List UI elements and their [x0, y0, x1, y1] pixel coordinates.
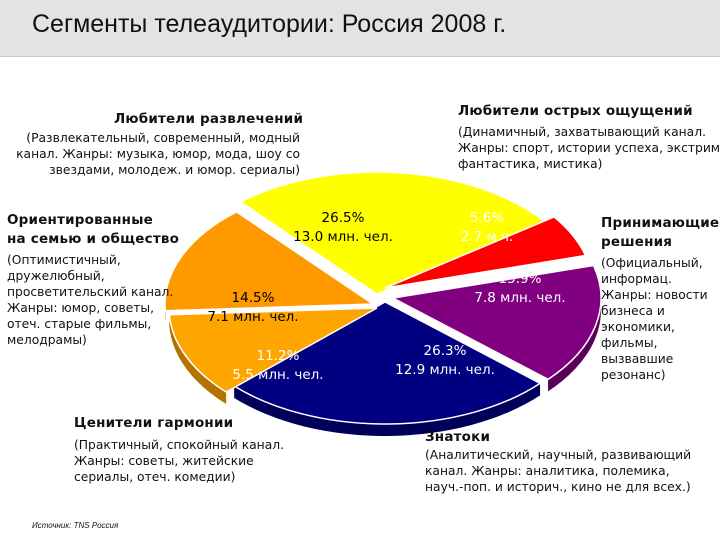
pie-percent-label: 26.5%: [322, 210, 365, 226]
desc-line: (Практичный, спокойный канал.: [74, 438, 285, 452]
desc-line: Жанры: спорт, истории успеха, экстрим,: [458, 141, 720, 155]
desc-line: фантастика, мистика): [458, 157, 603, 171]
segment-decision-name: Принимающие решения: [601, 214, 719, 252]
desc-line: экономики,: [601, 320, 675, 334]
desc-line: (Развлекательный, современный, модный: [26, 131, 300, 145]
pie-audience-label: 12.9 млн. чел.: [395, 362, 495, 378]
segment-decision-desc: (Официальный, информац. Жанры: новости б…: [601, 255, 719, 383]
pie-audience-label: 5.5 млн. чел.: [232, 367, 323, 383]
desc-line: (Оптимистичный,: [7, 253, 121, 267]
desc-line: Жанры: юмор, советы,: [7, 301, 155, 315]
desc-line: (Официальный,: [601, 256, 703, 270]
desc-line: канал. Жанры: аналитика, полемика,: [425, 464, 670, 478]
segment-entertainment-desc: (Развлекательный, современный, модный ка…: [8, 130, 300, 178]
pie-percent-label: 11.2%: [257, 348, 300, 364]
page-title: Сегменты телеаудитории: Россия 2008 г.: [32, 10, 507, 38]
pie-slice-side: [169, 314, 227, 405]
name-line: на семью и общество: [7, 231, 180, 247]
desc-line: (Динамичный, захватывающий канал.: [458, 125, 706, 139]
pie-slice-side: [548, 298, 601, 392]
source-note: Источник: TNS Россия: [32, 521, 119, 530]
pie-slice: [384, 216, 587, 289]
segment-thrill-name: Любители острых ощущений: [458, 103, 693, 119]
desc-line: звездами, молодеж. и юмор. сериалы): [49, 163, 300, 177]
pie-slice: [168, 307, 378, 393]
segment-entertainment-name: Любители развлечений: [114, 111, 304, 127]
desc-line: науч.-поп. и историч., кино не для всех.…: [425, 480, 691, 494]
name-line: решения: [601, 234, 673, 250]
pie-percent-label: 26.3%: [424, 343, 467, 359]
desc-line: вызвавшие: [601, 352, 674, 366]
pie-percent-label: 15.9%: [499, 271, 542, 287]
desc-line: информац.: [601, 272, 672, 286]
desc-line: просветительский канал.: [7, 285, 174, 299]
desc-line: Жанры: новости: [601, 288, 708, 302]
segment-experts-name: Знатоки: [425, 429, 491, 445]
desc-line: дружелюбный,: [7, 269, 105, 283]
segment-harmony-name: Ценители гармонии: [74, 415, 234, 431]
segment-thrill-desc: (Динамичный, захватывающий канал. Жанры:…: [458, 124, 720, 172]
desc-line: канал. Жанры: музыка, юмор, мода, шоу со: [16, 147, 300, 161]
segment-family-name: Ориентированные на семью и общество: [7, 211, 179, 249]
pie-slice-side: [234, 383, 541, 436]
desc-line: мелодрамы): [7, 333, 87, 347]
desc-line: фильмы,: [601, 336, 658, 350]
segment-harmony-desc: (Практичный, спокойный канал. Жанры: сов…: [74, 437, 314, 485]
desc-line: (Аналитический, научный, развивающий: [425, 448, 692, 462]
name-line: Ориентированные: [7, 212, 153, 228]
pie-audience-label: 13.0 млн. чел.: [293, 229, 393, 245]
desc-line: сериалы, отеч. комедии): [74, 470, 236, 484]
pie-audience-label: 2.7 м.ч.: [461, 229, 514, 245]
pie-slice: [390, 264, 602, 381]
desc-line: отеч. старые фильмы,: [7, 317, 152, 331]
pie-slice: [164, 211, 376, 312]
pie-audience-label: 7.1 млн. чел.: [207, 309, 298, 325]
pie-percent-label: 14.5%: [232, 290, 275, 306]
name-line: Принимающие: [601, 215, 720, 231]
segment-experts-desc: (Аналитический, научный, развивающий кан…: [425, 447, 717, 495]
desc-line: бизнеса и: [601, 304, 665, 318]
pie-audience-label: 7.8 млн. чел.: [474, 290, 565, 306]
pie-slice: [232, 301, 542, 425]
segment-family-desc: (Оптимистичный, дружелюбный, просветител…: [7, 252, 182, 348]
desc-line: резонанс): [601, 368, 666, 382]
pie-percent-label: 5.6%: [470, 210, 504, 226]
pie-slice: [239, 171, 548, 295]
desc-line: Жанры: советы, житейские: [74, 454, 254, 468]
title-bar: Сегменты телеаудитории: Россия 2008 г.: [0, 0, 720, 57]
